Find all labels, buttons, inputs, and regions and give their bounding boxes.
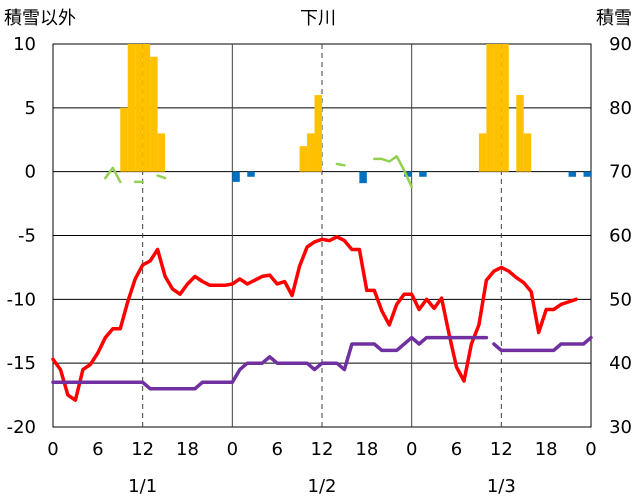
- bar: [583, 171, 591, 177]
- bar: [516, 95, 524, 172]
- y-right-tick-label: 40: [609, 353, 632, 374]
- y-right-tick-label: 50: [609, 289, 632, 310]
- bar: [307, 133, 315, 172]
- bar: [501, 44, 509, 172]
- x-hour-tick-label: 18: [355, 439, 378, 460]
- y-right-label: 積雪: [596, 8, 632, 29]
- x-hour-tick-label: 18: [535, 439, 558, 460]
- y-left-tick-label: -5: [18, 226, 36, 247]
- bar: [478, 133, 487, 172]
- x-hour-tick-label: 18: [176, 439, 199, 460]
- y-left-tick-label: -10: [7, 289, 36, 310]
- y-right-tick-label: 90: [609, 34, 632, 55]
- date-label: 1/3: [487, 476, 516, 497]
- bar: [419, 171, 427, 177]
- y-right-tick-label: 70: [609, 162, 632, 183]
- bar: [150, 56, 158, 172]
- y-right-tick-label: 80: [609, 98, 632, 119]
- bar: [299, 146, 308, 172]
- bar: [314, 95, 322, 172]
- series-line-snow_depth: [492, 335, 593, 353]
- bars: [120, 44, 591, 184]
- bar: [142, 44, 151, 172]
- bar: [120, 107, 128, 172]
- bar: [247, 171, 255, 177]
- y-left-tick-label: -15: [7, 353, 36, 374]
- series-line-temperature: [51, 235, 578, 402]
- x-hour-tick-label: 6: [271, 439, 282, 460]
- y-left-label: 積雪以外: [4, 8, 76, 29]
- x-hour-tick-label: 12: [490, 439, 513, 460]
- bar: [493, 44, 502, 172]
- series-line-green: [156, 174, 167, 180]
- date-label: 1/2: [308, 476, 337, 497]
- bar: [127, 44, 136, 172]
- bar: [135, 44, 143, 172]
- lines: [51, 155, 593, 402]
- x-hour-tick-label: 6: [92, 439, 103, 460]
- y-right-tick-label: 60: [609, 226, 632, 247]
- series-line-green: [373, 155, 413, 189]
- x-hour-tick-label: 0: [47, 439, 58, 460]
- date-label: 1/1: [128, 476, 157, 497]
- bar: [486, 44, 494, 172]
- x-hour-tick-label: 12: [131, 439, 154, 460]
- bar: [359, 171, 367, 184]
- bar: [232, 171, 240, 182]
- y-right-tick-label: 30: [609, 417, 632, 438]
- x-hour-tick-label: 0: [406, 439, 417, 460]
- y-left-tick-label: 10: [13, 34, 36, 55]
- y-left-tick-label: 0: [25, 162, 36, 183]
- bar: [568, 171, 577, 177]
- series-line-snow_depth: [51, 335, 489, 391]
- bar: [404, 171, 412, 177]
- x-hour-tick-label: 0: [585, 439, 596, 460]
- series-line-green: [104, 166, 122, 184]
- y-left-tick-label: 5: [25, 98, 36, 119]
- bar: [157, 133, 166, 172]
- chart-title: 下川: [300, 8, 336, 29]
- series-line-green: [335, 162, 346, 167]
- bar: [523, 133, 532, 172]
- y-left-tick-label: -20: [7, 417, 36, 438]
- x-hour-tick-label: 0: [227, 439, 238, 460]
- x-hour-tick-label: 12: [311, 439, 334, 460]
- x-hour-tick-label: 6: [451, 439, 462, 460]
